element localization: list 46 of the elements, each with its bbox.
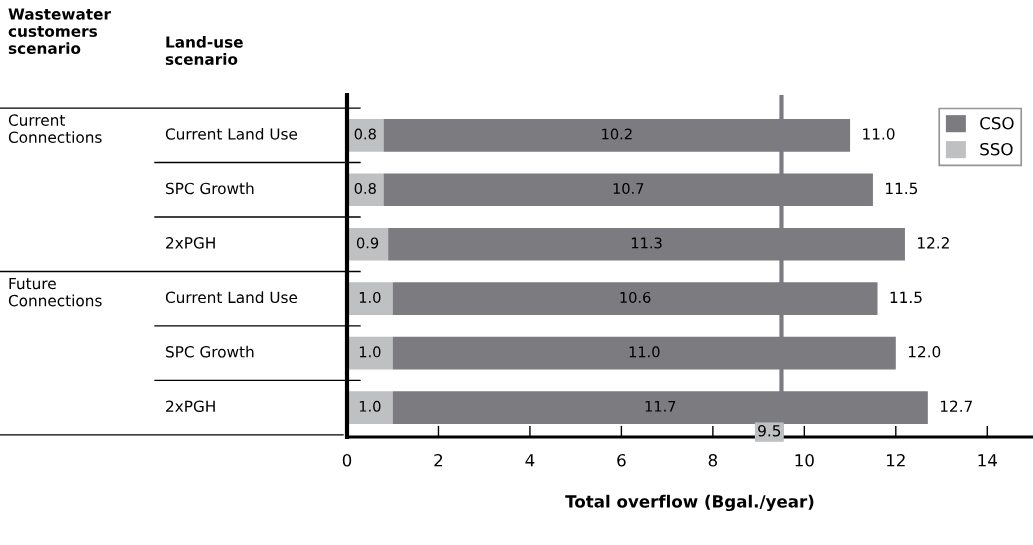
y-tick-label: SPC Growth bbox=[166, 182, 254, 195]
data-label: 0.8 bbox=[354, 182, 376, 194]
data-label: 1.0 bbox=[359, 400, 381, 412]
total-label: 12.2 bbox=[918, 237, 949, 249]
x-tick-label: 6 bbox=[617, 453, 626, 467]
bar bbox=[347, 282, 393, 316]
total-label: 11.5 bbox=[890, 291, 922, 304]
y-tick-label: SPC Growth bbox=[166, 345, 254, 358]
y-tick-label: 2xPGH bbox=[166, 237, 215, 249]
total-label: 11.0 bbox=[863, 128, 895, 140]
bar bbox=[347, 173, 384, 207]
text: Future Connections bbox=[8, 277, 102, 307]
bar bbox=[347, 118, 384, 152]
total-label: 12.0 bbox=[908, 346, 941, 358]
x-tick-label: 2 bbox=[434, 453, 443, 467]
total-label: 12.7 bbox=[940, 400, 972, 412]
data-label: 10.2 bbox=[602, 128, 632, 140]
x-tick-label: 0 bbox=[342, 453, 352, 467]
x-tick-label: 10 bbox=[795, 453, 814, 467]
data-label: 0.8 bbox=[354, 128, 376, 140]
data-label: 11.7 bbox=[645, 400, 676, 412]
ref-line-label: 9.5 bbox=[758, 424, 781, 437]
data-label: 1.0 bbox=[359, 291, 381, 303]
bar bbox=[347, 227, 389, 261]
x-tick-label: 8 bbox=[708, 453, 718, 467]
y-tick-label: Current Land Use bbox=[165, 291, 298, 304]
text: Current Connections bbox=[8, 114, 102, 143]
y-tick-label: Current Land Use bbox=[165, 127, 298, 140]
bar bbox=[347, 336, 393, 370]
legend-label: SSO bbox=[980, 142, 1013, 156]
data-label: 10.7 bbox=[613, 182, 644, 194]
text: Land-use scenario bbox=[165, 36, 243, 65]
x-axis-title: Total overflow (Bgal./year) bbox=[565, 494, 814, 512]
data-label: 11.0 bbox=[629, 346, 660, 358]
text: Wastewater customers scenario bbox=[8, 8, 111, 55]
data-label: 1.0 bbox=[359, 346, 381, 358]
legend-label: CSO bbox=[980, 116, 1014, 130]
y-tick-label: 2xPGH bbox=[166, 400, 215, 413]
data-label: 10.6 bbox=[620, 291, 651, 303]
x-tick-label: 14 bbox=[978, 454, 997, 467]
x-tick-label: 4 bbox=[525, 454, 535, 467]
data-label: 0.9 bbox=[356, 237, 379, 249]
total-label: 11.5 bbox=[886, 182, 918, 195]
bar bbox=[347, 391, 393, 424]
data-label: 11.3 bbox=[631, 237, 662, 249]
x-tick-label: 12 bbox=[887, 453, 905, 467]
